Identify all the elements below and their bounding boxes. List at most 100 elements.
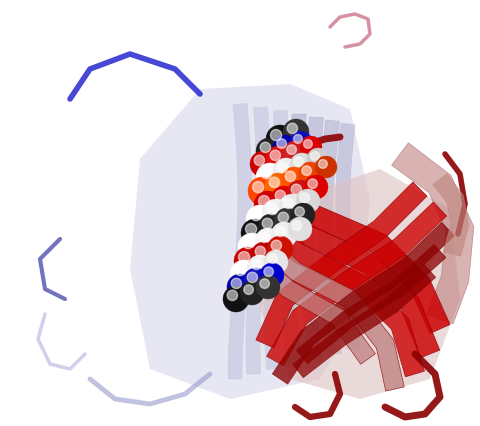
Circle shape bbox=[266, 204, 277, 215]
Circle shape bbox=[258, 196, 270, 207]
Circle shape bbox=[230, 260, 258, 288]
Circle shape bbox=[251, 242, 277, 268]
Circle shape bbox=[260, 143, 271, 153]
Circle shape bbox=[254, 192, 282, 219]
Circle shape bbox=[275, 227, 286, 237]
Polygon shape bbox=[264, 111, 288, 370]
Circle shape bbox=[240, 281, 264, 305]
Circle shape bbox=[294, 158, 303, 167]
Circle shape bbox=[270, 151, 280, 161]
Circle shape bbox=[234, 248, 262, 275]
Circle shape bbox=[260, 263, 284, 287]
Polygon shape bbox=[251, 207, 425, 377]
Circle shape bbox=[274, 208, 300, 234]
Circle shape bbox=[258, 215, 284, 240]
Circle shape bbox=[302, 167, 312, 176]
Polygon shape bbox=[256, 182, 427, 348]
Circle shape bbox=[239, 252, 250, 263]
Circle shape bbox=[266, 126, 294, 154]
Circle shape bbox=[241, 219, 269, 248]
Circle shape bbox=[256, 164, 284, 192]
Circle shape bbox=[291, 185, 301, 195]
Circle shape bbox=[256, 275, 280, 299]
Circle shape bbox=[291, 204, 315, 227]
Circle shape bbox=[294, 135, 302, 144]
Circle shape bbox=[251, 259, 262, 270]
Polygon shape bbox=[282, 115, 306, 365]
Circle shape bbox=[262, 199, 290, 227]
Circle shape bbox=[273, 158, 299, 184]
Circle shape bbox=[296, 190, 320, 213]
Polygon shape bbox=[228, 104, 252, 379]
Circle shape bbox=[248, 178, 276, 205]
Polygon shape bbox=[130, 85, 370, 399]
Circle shape bbox=[283, 142, 307, 166]
Circle shape bbox=[268, 254, 277, 264]
Circle shape bbox=[242, 238, 254, 249]
Circle shape bbox=[247, 273, 258, 283]
Polygon shape bbox=[253, 187, 440, 358]
Circle shape bbox=[287, 146, 297, 155]
Circle shape bbox=[285, 172, 296, 182]
Circle shape bbox=[259, 233, 270, 243]
Circle shape bbox=[243, 268, 269, 294]
Circle shape bbox=[315, 157, 337, 178]
Circle shape bbox=[260, 279, 269, 289]
Circle shape bbox=[307, 149, 329, 170]
Polygon shape bbox=[318, 121, 341, 354]
Circle shape bbox=[295, 207, 304, 217]
Circle shape bbox=[271, 222, 297, 248]
Circle shape bbox=[264, 250, 288, 274]
Circle shape bbox=[270, 130, 282, 141]
Circle shape bbox=[261, 168, 272, 179]
Circle shape bbox=[298, 163, 322, 187]
Circle shape bbox=[300, 193, 310, 203]
Circle shape bbox=[283, 120, 309, 146]
Polygon shape bbox=[260, 170, 460, 399]
Polygon shape bbox=[392, 144, 474, 324]
Polygon shape bbox=[246, 107, 270, 374]
Polygon shape bbox=[244, 248, 375, 364]
Circle shape bbox=[231, 279, 241, 289]
Circle shape bbox=[246, 205, 274, 233]
Circle shape bbox=[319, 160, 327, 169]
Circle shape bbox=[238, 233, 266, 262]
Circle shape bbox=[235, 265, 246, 276]
Circle shape bbox=[267, 236, 293, 262]
Circle shape bbox=[303, 140, 312, 149]
Circle shape bbox=[247, 256, 273, 281]
Circle shape bbox=[311, 152, 319, 161]
Circle shape bbox=[254, 156, 264, 166]
Circle shape bbox=[265, 173, 291, 199]
Circle shape bbox=[252, 182, 264, 193]
Circle shape bbox=[287, 181, 313, 207]
Circle shape bbox=[300, 137, 322, 158]
Circle shape bbox=[279, 195, 305, 221]
Circle shape bbox=[290, 132, 312, 154]
Circle shape bbox=[278, 213, 288, 223]
Circle shape bbox=[266, 147, 292, 173]
Circle shape bbox=[290, 154, 314, 178]
Polygon shape bbox=[266, 202, 446, 366]
Circle shape bbox=[264, 267, 274, 277]
Circle shape bbox=[251, 210, 262, 221]
Circle shape bbox=[227, 274, 253, 300]
Polygon shape bbox=[293, 265, 436, 378]
Polygon shape bbox=[296, 245, 446, 364]
Circle shape bbox=[269, 178, 279, 188]
Circle shape bbox=[277, 163, 288, 173]
Circle shape bbox=[262, 219, 273, 229]
Circle shape bbox=[292, 222, 301, 231]
Circle shape bbox=[308, 179, 317, 189]
Circle shape bbox=[275, 191, 286, 201]
Circle shape bbox=[283, 199, 294, 209]
Circle shape bbox=[273, 136, 297, 160]
Circle shape bbox=[250, 152, 276, 178]
Polygon shape bbox=[249, 227, 404, 391]
Circle shape bbox=[223, 286, 249, 312]
Circle shape bbox=[287, 124, 298, 134]
Circle shape bbox=[271, 241, 282, 251]
Circle shape bbox=[271, 187, 297, 213]
Polygon shape bbox=[272, 223, 455, 384]
Circle shape bbox=[288, 218, 312, 242]
